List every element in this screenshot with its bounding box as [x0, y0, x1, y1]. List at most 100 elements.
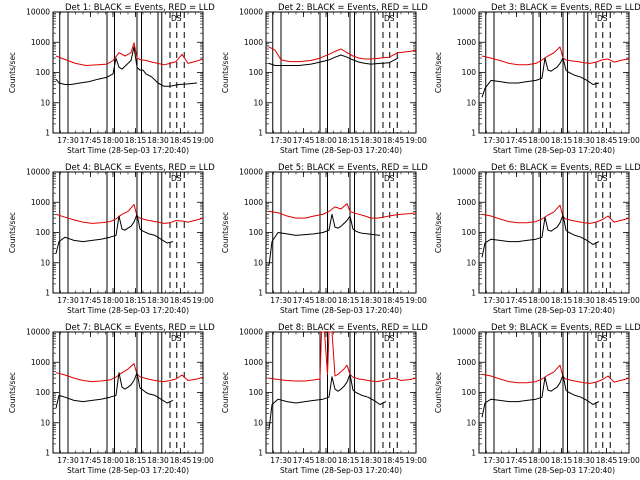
y-axis-label: Counts/sec: [221, 372, 230, 413]
y-tick-label: 100: [462, 228, 477, 237]
panel-det-4: Det 4: BLACK = Events, RED = LLD 1 10 100 10…: [8, 163, 215, 315]
x-tick-label: 18:45: [596, 296, 618, 305]
x-tick-label: 19:00: [405, 296, 427, 305]
y-tick-label: 1: [45, 449, 50, 458]
panel-title: Det 2: BLACK = Events, RED = LLD: [278, 3, 428, 13]
x-tick-label: 19:00: [618, 136, 640, 145]
lld-series-line: [268, 331, 417, 383]
x-tick-label: 18:45: [596, 136, 618, 145]
panel-det-1: Det 1: BLACK = Events, RED = LLD 1 10 100 10…: [8, 3, 215, 155]
panel-det-3: Det 3: BLACK = Events, RED = LLD 1 10 100 10…: [434, 3, 640, 155]
x-tick-label: 17:30: [483, 296, 505, 305]
panel-title: Det 9: BLACK = Events, RED = LLD: [491, 323, 640, 333]
y-tick-label: 10000: [26, 328, 50, 337]
y-tick-label: 10000: [452, 328, 476, 337]
y-axis-label: Counts/sec: [221, 52, 230, 93]
plot-frame: [478, 331, 630, 454]
x-axis-label: Start Time (28-Sep-03 17:20:40): [280, 306, 402, 315]
y-tick-label: 10: [40, 418, 50, 427]
y-tick-label: 1: [258, 449, 263, 458]
x-tick-label: 18:30: [360, 136, 382, 145]
ds-tag: DS: [384, 14, 395, 23]
events-series-line: [481, 214, 600, 258]
panel-title: Det 5: BLACK = Events, RED = LLD: [278, 163, 428, 173]
panel-det-9: Det 9: BLACK = Events, RED = LLD 1 10 100 10…: [434, 323, 640, 475]
y-tick-label: 1000: [31, 38, 50, 47]
x-axis-label: Start Time (28-Sep-03 17:20:40): [280, 146, 402, 155]
x-tick-label: 18:45: [596, 456, 618, 465]
x-tick-label: 19:00: [192, 296, 214, 305]
y-axis-label: Counts/sec: [434, 52, 443, 93]
x-tick-label: 18:30: [147, 456, 169, 465]
plot-frame: [478, 11, 630, 134]
y-tick-label: 1000: [31, 358, 50, 367]
y-axis-label: Counts/sec: [8, 212, 17, 253]
y-tick-label: 10: [40, 258, 50, 267]
x-tick-label: 18:30: [147, 296, 169, 305]
x-axis-label: Start Time (28-Sep-03 17:20:40): [493, 466, 615, 475]
y-tick-label: 10000: [239, 8, 263, 17]
lld-series-line: [481, 364, 630, 384]
y-axis-label: Counts/sec: [434, 372, 443, 413]
y-tick-label: 1000: [457, 198, 476, 207]
y-tick-label: 1000: [244, 358, 263, 367]
ds-tag: DS: [171, 334, 182, 343]
panel-title: Det 4: BLACK = Events, RED = LLD: [65, 163, 215, 173]
x-tick-label: 17:30: [57, 296, 79, 305]
x-tick-label: 17:30: [270, 136, 292, 145]
y-tick-label: 10: [253, 258, 263, 267]
y-axis-label: Counts/sec: [8, 372, 17, 413]
y-tick-label: 10000: [239, 168, 263, 177]
y-tick-label: 1: [45, 129, 50, 138]
panel-det-2: Det 2: BLACK = Events, RED = LLD 1 10 100 10…: [221, 3, 428, 155]
x-tick-label: 18:30: [360, 296, 382, 305]
y-tick-label: 1000: [244, 198, 263, 207]
plot-frame: [265, 11, 417, 134]
x-tick-label: 17:30: [270, 296, 292, 305]
plot-frame: [52, 331, 204, 454]
y-tick-label: 100: [36, 388, 51, 397]
x-tick-label: 18:45: [383, 456, 405, 465]
y-tick-label: 10000: [239, 328, 263, 337]
x-tick-label: 18:00: [102, 456, 124, 465]
x-tick-label: 17:45: [80, 296, 102, 305]
x-tick-label: 19:00: [405, 136, 427, 145]
y-tick-label: 10: [253, 98, 263, 107]
events-series-line: [55, 46, 198, 87]
x-tick-label: 17:45: [506, 296, 528, 305]
x-tick-label: 18:30: [147, 136, 169, 145]
x-tick-label: 17:45: [293, 296, 315, 305]
x-tick-label: 18:45: [170, 136, 192, 145]
events-series-line: [55, 213, 174, 254]
panel-det-5: Det 5: BLACK = Events, RED = LLD 1 10 100 10…: [221, 163, 428, 315]
y-tick-label: 1000: [31, 198, 50, 207]
panel-title: Det 3: BLACK = Events, RED = LLD: [491, 3, 640, 13]
x-tick-label: 19:00: [405, 456, 427, 465]
y-tick-label: 100: [462, 388, 477, 397]
y-tick-label: 1: [471, 289, 476, 298]
y-tick-label: 100: [36, 228, 51, 237]
panel-det-8: Det 8: BLACK = Events, RED = LLD 1 10 100 10…: [221, 323, 428, 475]
lld-series-line: [55, 203, 204, 224]
y-tick-label: 100: [462, 68, 477, 77]
y-tick-label: 1: [471, 129, 476, 138]
y-tick-label: 10: [253, 418, 263, 427]
lld-series-line: [481, 46, 630, 66]
plot-frame: [52, 11, 204, 134]
x-axis-label: Start Time (28-Sep-03 17:20:40): [493, 306, 615, 315]
x-tick-label: 18:00: [528, 456, 550, 465]
y-tick-label: 1: [258, 289, 263, 298]
x-axis-label: Start Time (28-Sep-03 17:20:40): [67, 466, 189, 475]
x-tick-label: 18:15: [338, 296, 360, 305]
ds-tag: DS: [384, 334, 395, 343]
y-tick-label: 100: [249, 388, 264, 397]
ds-tag: DS: [597, 334, 608, 343]
y-tick-label: 1000: [457, 38, 476, 47]
ds-tag: DS: [171, 14, 182, 23]
plot-frame: [52, 171, 204, 294]
x-tick-label: 17:45: [293, 456, 315, 465]
x-tick-label: 17:30: [57, 136, 79, 145]
x-tick-label: 18:45: [383, 136, 405, 145]
x-tick-label: 18:15: [338, 136, 360, 145]
